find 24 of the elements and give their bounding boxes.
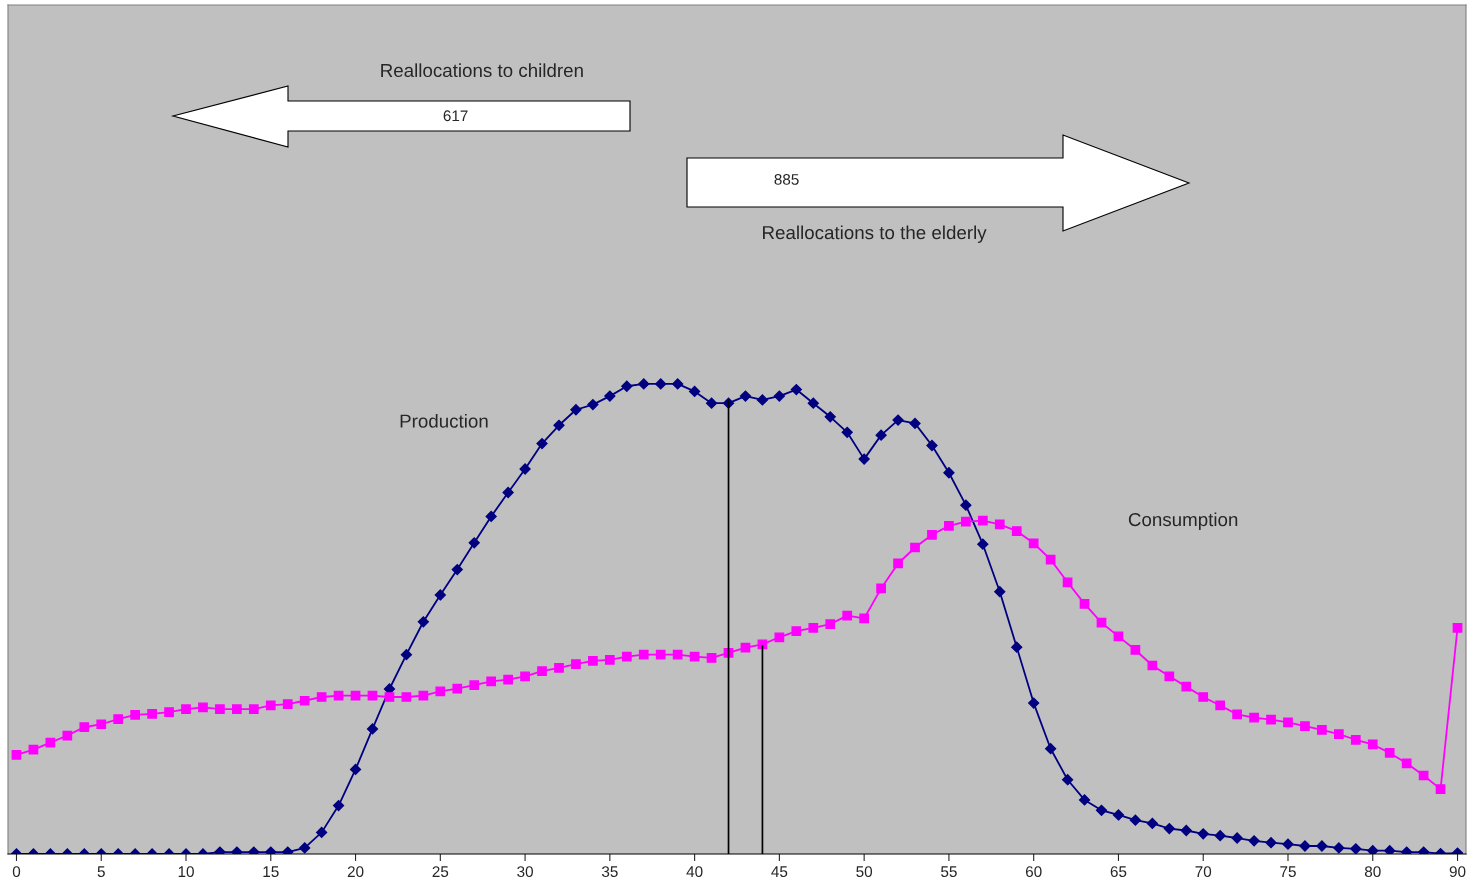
x-tick-label: 70 xyxy=(1195,866,1212,878)
x-tick-label: 90 xyxy=(1449,866,1466,878)
x-tick-label: 20 xyxy=(347,866,364,878)
x-tick-label: 55 xyxy=(941,866,957,878)
x-tick-label: 60 xyxy=(1025,866,1042,878)
x-tick-label: 5 xyxy=(97,866,105,878)
x-tick-label: 45 xyxy=(771,866,788,878)
x-tick-label: 65 xyxy=(1110,866,1127,878)
annotation: Consumption xyxy=(1128,512,1238,530)
text: 617 xyxy=(443,110,468,122)
x-tick-label: 15 xyxy=(263,866,279,878)
x-tick-label: 40 xyxy=(686,866,703,878)
text: Reallocations to the elderly xyxy=(763,225,987,243)
x-tick-label: 10 xyxy=(178,866,194,878)
annotation: Production xyxy=(400,413,488,428)
x-tick-label: 50 xyxy=(856,866,873,878)
x-tick-label: 75 xyxy=(1280,866,1296,878)
text: Reallocations to children xyxy=(381,63,583,78)
x-tick-label: 80 xyxy=(1364,866,1381,878)
x-tick-label: 35 xyxy=(601,866,618,878)
text: 885 xyxy=(774,174,799,185)
x-tick-label: 25 xyxy=(432,866,449,878)
x-tick-label: 0 xyxy=(12,866,21,878)
x-tick-label: 30 xyxy=(517,866,533,878)
